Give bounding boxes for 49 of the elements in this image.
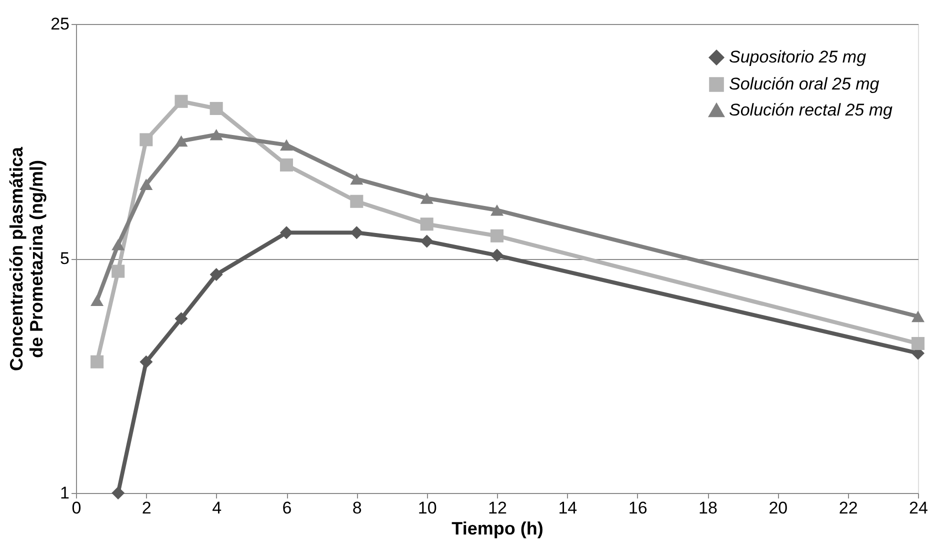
point [112,264,125,278]
x-tick-label: 22 [838,498,858,518]
x-tick-label: 6 [282,498,292,518]
x-tick-label: 4 [212,498,222,518]
point [490,248,504,262]
point [350,194,364,208]
point [90,355,104,368]
x-axis-title: Tiempo (h) [452,518,544,538]
point [210,268,223,282]
point [350,226,364,240]
legend-label: Solución rectal 25 mg [729,100,894,120]
point [174,94,188,108]
point [490,229,504,242]
x-tick-label: 16 [628,498,648,518]
x-tick-label: 2 [142,498,152,518]
x-tick-label: 8 [352,498,362,518]
legend-label: Solución oral 25 mg [729,74,880,94]
x-tick-label: 18 [698,498,718,518]
x-tick-label: 14 [558,498,578,518]
point [280,139,294,151]
point [90,294,104,306]
y-axis-title: Concentración plasmática de Prometazina (ng/ml) [6,146,47,372]
point [174,135,188,147]
point [911,336,925,350]
point [140,133,153,146]
x-tick-label: 0 [72,498,82,518]
point [420,218,434,231]
point [210,102,223,115]
legend-label: Supositorio 25 mg [729,48,867,66]
x-tick-label: 10 [418,498,437,518]
point [140,178,153,190]
point [420,192,434,204]
point [280,226,294,240]
point [140,355,153,368]
point [420,234,434,248]
point [350,173,364,185]
point [490,204,504,216]
point [911,310,925,322]
point [112,486,125,500]
x-tick-label: 20 [768,498,788,518]
y-tick-label: 5 [60,249,70,268]
point [280,158,294,172]
point [174,312,188,326]
y-tick-label: 25 [50,14,70,34]
y-tick-label: 1 [60,484,70,502]
point [210,128,223,140]
point [112,238,125,250]
x-tick-label: 12 [488,498,507,518]
x-tick-label: 24 [909,498,928,518]
